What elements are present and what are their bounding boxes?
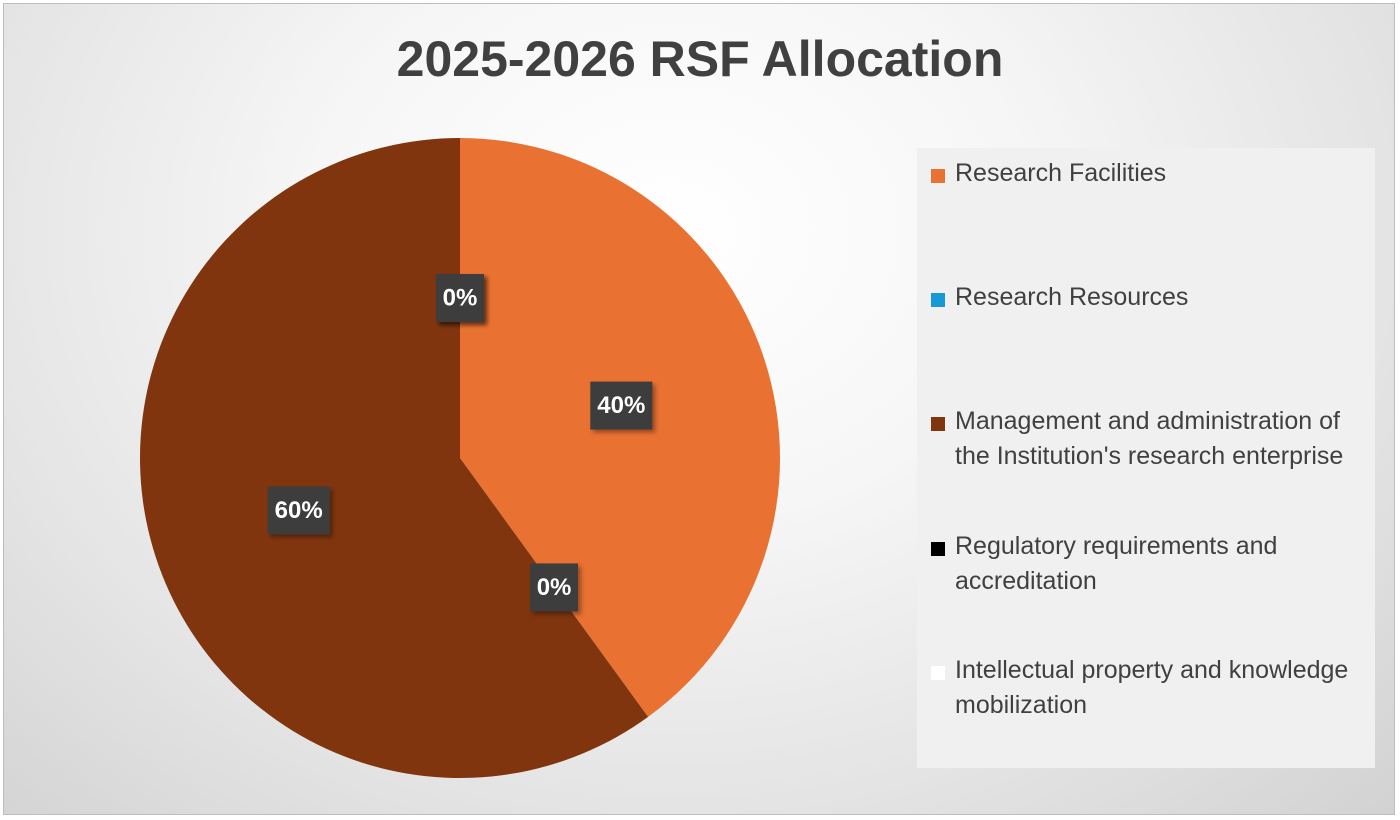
- legend-item-management-administration: Management and administration of the Ins…: [931, 404, 1363, 474]
- data-label-research-resources: 0%: [530, 563, 579, 612]
- data-label-text: 60%: [275, 497, 323, 524]
- legend-item-intellectual-property: Intellectual property and knowledge mobi…: [931, 653, 1363, 723]
- legend-label: Research Facilities: [955, 159, 1167, 187]
- legend-item-research-facilities: Research Facilities: [931, 156, 1363, 191]
- data-label-intellectual-property-and-knowledge-mobilization: 0%: [436, 274, 484, 322]
- legend-item-research-resources: Research Resources: [931, 280, 1363, 315]
- legend-swatch-regulatory-requirements: [931, 542, 945, 556]
- data-label-box: [530, 563, 579, 612]
- pie-slice-management-and-administration-of-the-institution-s-research-enterprise: [140, 138, 649, 779]
- data-label-text: 0%: [537, 574, 572, 601]
- data-label-text: 40%: [597, 392, 645, 419]
- legend-label: Regulatory requirements and accreditatio…: [955, 532, 1278, 595]
- legend: Research Facilities Research Resources M…: [917, 148, 1375, 768]
- legend-swatch-intellectual-property: [931, 666, 945, 680]
- legend-label: Management and administration of the Ins…: [955, 407, 1344, 470]
- data-label-box: [267, 486, 330, 535]
- data-label-box: [436, 274, 484, 322]
- legend-label: Research Resources: [955, 283, 1189, 311]
- legend-label: Intellectual property and knowledge mobi…: [955, 656, 1349, 719]
- data-label-management-and-administration-of-the-institution-s-research-enterprise: 60%: [267, 486, 330, 535]
- pie-data-labels: 40%0%60%0%0%: [267, 274, 653, 612]
- legend-swatch-research-facilities: [931, 169, 945, 183]
- pie-slices: [140, 138, 781, 779]
- chart-title: 2025-2026 RSF Allocation: [396, 31, 1004, 87]
- legend-swatch-research-resources: [931, 293, 945, 307]
- legend-item-regulatory-requirements: Regulatory requirements and accreditatio…: [931, 529, 1363, 599]
- legend-swatch-management-administration: [931, 417, 945, 431]
- data-label-text: 0%: [443, 284, 478, 311]
- data-label-box: [590, 381, 653, 430]
- data-label-research-facilities: 40%: [590, 381, 653, 430]
